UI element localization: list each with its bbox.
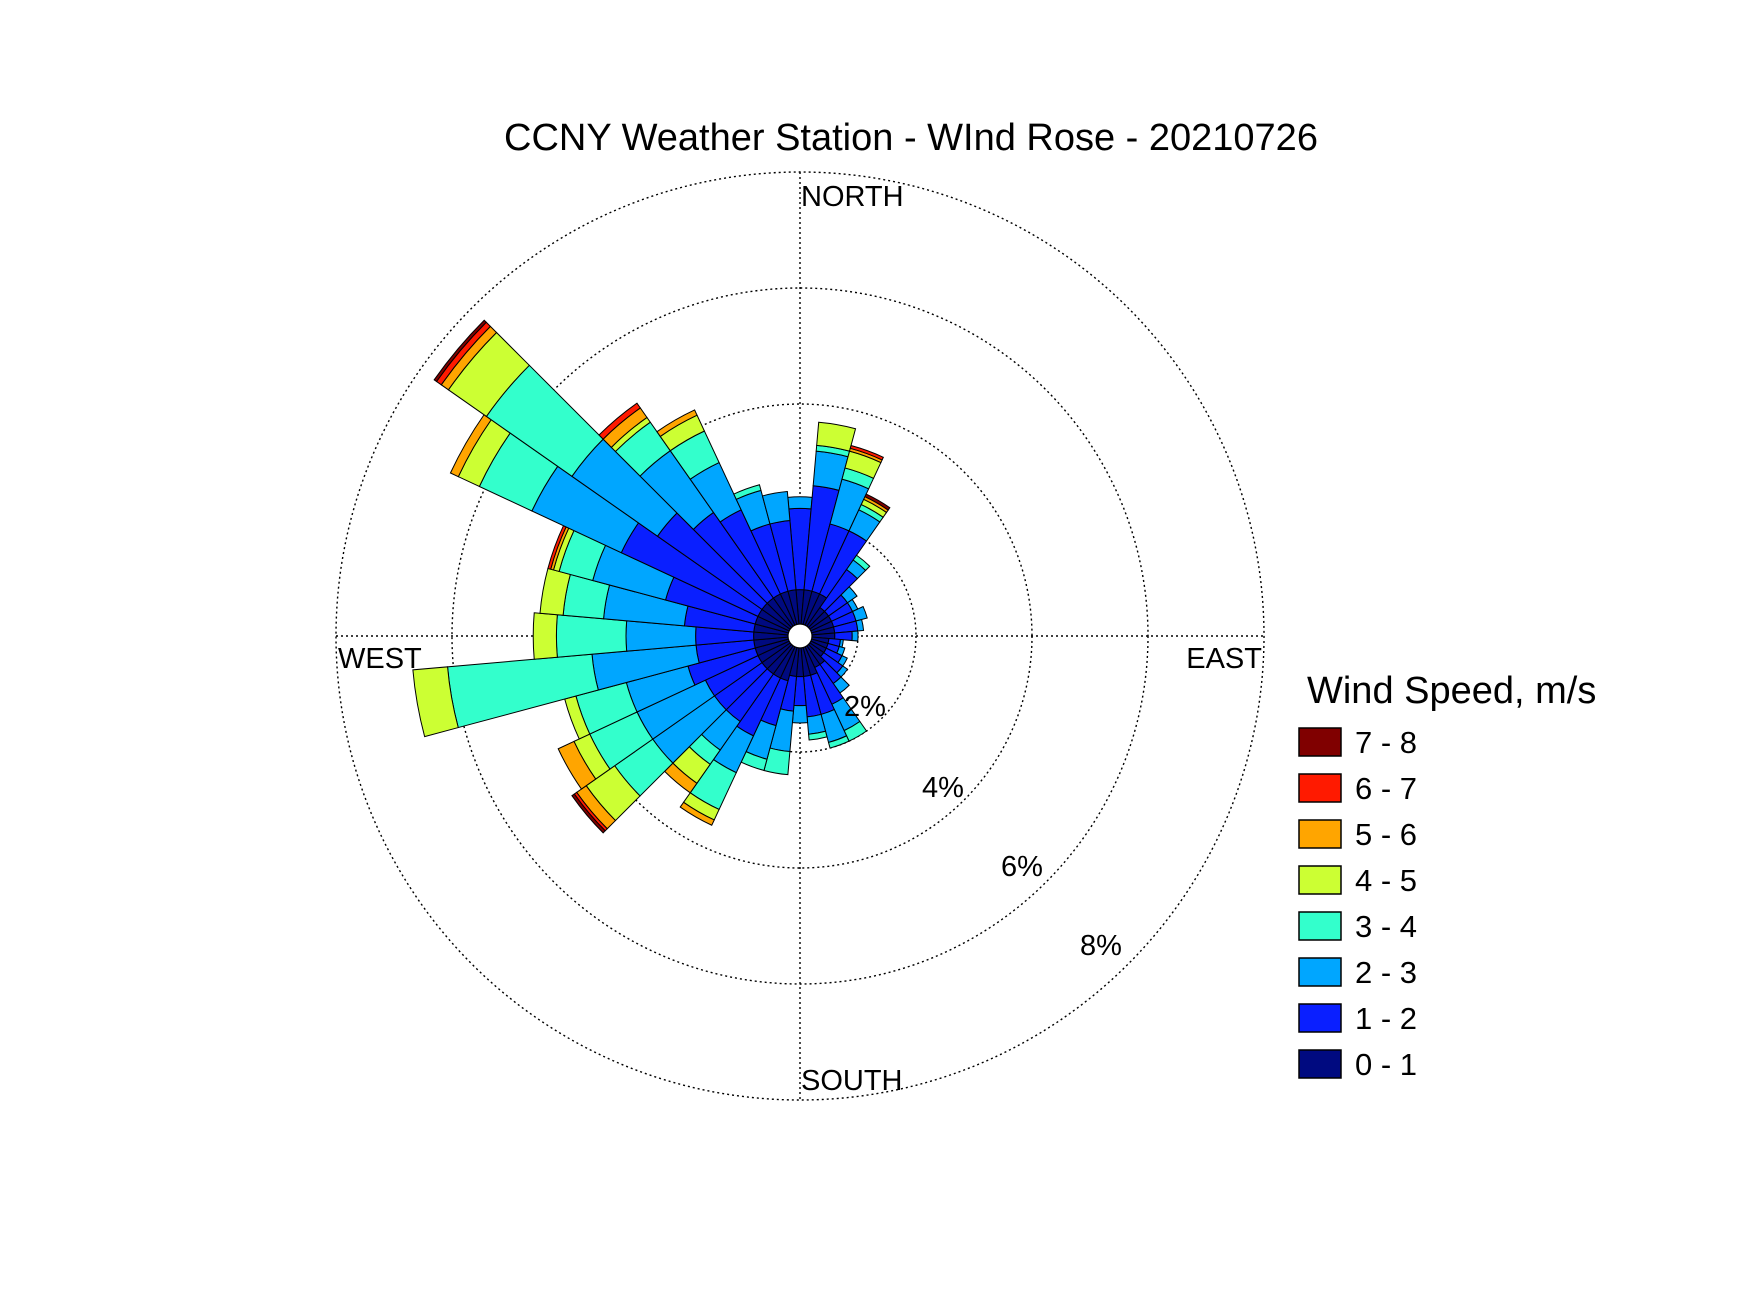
wind-sector-segment [816, 421, 857, 452]
legend-swatch [1298, 911, 1342, 941]
wind-sector-segment [557, 740, 597, 790]
legend-label: 5 - 6 [1355, 817, 1417, 852]
radial-tick-label: 4% [922, 772, 964, 804]
wind-sector-segment [808, 730, 828, 741]
wind-sector-segment [787, 496, 813, 510]
wind-sector-segment [433, 319, 487, 383]
wind-sector-segment [679, 801, 715, 826]
legend-label: 2 - 3 [1355, 955, 1417, 990]
wind-sector-segment [412, 666, 459, 738]
legend-label: 0 - 1 [1355, 1047, 1417, 1082]
wind-sector-segment [761, 491, 791, 525]
wind-sector-segment [656, 409, 698, 438]
radial-tick-label: 8% [1080, 930, 1122, 962]
chart-title: CCNY Weather Station - WInd Rose - 20210… [504, 117, 1318, 159]
legend: Wind Speed, m/s 7 - 8 6 - 7 5 - 6 4 - 5 3 - … [1298, 670, 1596, 1082]
direction-label-south: SOUTH [801, 1065, 903, 1097]
wind-sector-segment [555, 614, 628, 658]
radial-tick-label: 6% [1001, 851, 1043, 883]
legend-label: 6 - 7 [1355, 771, 1417, 806]
legend-swatch [1298, 819, 1342, 849]
legend-label: 4 - 5 [1355, 863, 1417, 898]
wind-sector-segment [827, 735, 850, 749]
center-hole [787, 623, 813, 649]
legend-label: 3 - 4 [1355, 909, 1417, 944]
wind-sector-segment [855, 618, 865, 632]
wind-sector-segment [532, 612, 558, 660]
wind-sector-segment [851, 605, 868, 622]
wind-sector-segment [864, 493, 891, 511]
legend-swatch [1298, 1003, 1342, 1033]
legend-swatch [1298, 1049, 1342, 1079]
wind-sector-segment [733, 484, 762, 500]
direction-label-north: NORTH [801, 181, 904, 213]
legend-swatch [1298, 727, 1342, 757]
legend-swatch [1298, 957, 1342, 987]
wind-sector-segment [852, 554, 871, 572]
legend-swatch [1298, 865, 1342, 895]
wind-sector-segment [791, 704, 809, 724]
legend-label: 7 - 8 [1355, 725, 1417, 760]
wind-sector-segment [840, 586, 858, 604]
legend-label: 1 - 2 [1355, 1001, 1417, 1036]
direction-label-west: WEST [338, 643, 422, 675]
direction-label-east: EAST [1186, 643, 1262, 675]
wind-sectors [412, 319, 891, 834]
wind-sector-segment [851, 630, 859, 642]
legend-swatch [1298, 773, 1342, 803]
wind-sector-segment [571, 793, 606, 834]
legend-title: Wind Speed, m/s [1307, 670, 1596, 712]
wind-sector-segment [849, 444, 885, 461]
wind-sector-segment [598, 402, 642, 440]
radial-tick-label: 2% [844, 691, 886, 723]
wind-sector-segment [838, 638, 844, 648]
